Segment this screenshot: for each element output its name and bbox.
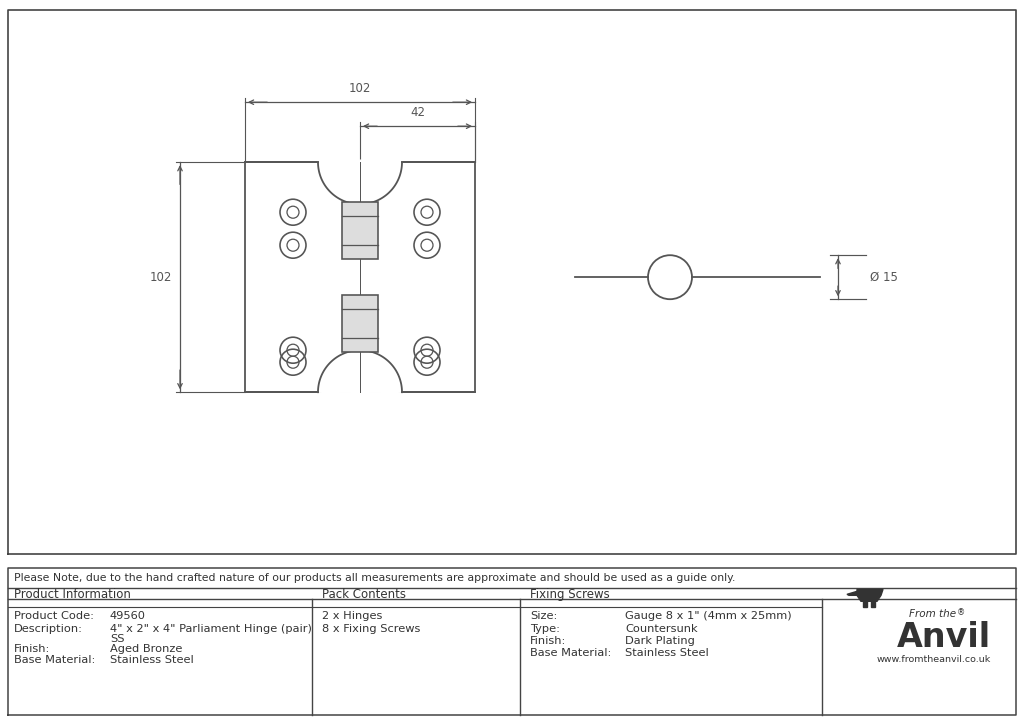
Bar	[342, 202, 378, 260]
Polygon shape	[857, 590, 883, 601]
Text: Please Note, due to the hand crafted nature of our products all measurements are: Please Note, due to the hand crafted nat…	[14, 573, 735, 583]
Text: 42: 42	[410, 106, 425, 119]
Text: Aged Bronze: Aged Bronze	[110, 644, 182, 654]
Text: Stainless Steel: Stainless Steel	[110, 655, 194, 665]
Polygon shape	[318, 160, 402, 204]
Polygon shape	[318, 350, 402, 394]
Text: 2 x Hinges: 2 x Hinges	[322, 611, 382, 621]
Text: SS: SS	[110, 634, 125, 644]
Text: 102: 102	[150, 271, 172, 284]
Text: Product Information: Product Information	[14, 588, 131, 601]
Polygon shape	[871, 601, 874, 608]
Text: Stainless Steel: Stainless Steel	[625, 648, 709, 658]
Text: Type:: Type:	[530, 624, 560, 634]
Text: Base Material:: Base Material:	[530, 648, 611, 658]
Text: Pack Contents: Pack Contents	[322, 588, 406, 601]
Text: 49560: 49560	[110, 611, 146, 621]
Text: Countersunk: Countersunk	[625, 624, 697, 634]
Text: 8 x Fixing Screws: 8 x Fixing Screws	[322, 624, 421, 634]
Text: Fixing Screws: Fixing Screws	[530, 588, 609, 601]
Polygon shape	[847, 591, 857, 595]
Text: www.fromtheanvil.co.uk: www.fromtheanvil.co.uk	[877, 655, 991, 664]
Bar	[245, 162, 475, 392]
Text: 4" x 2" x 4" Parliament Hinge (pair): 4" x 2" x 4" Parliament Hinge (pair)	[110, 624, 312, 634]
Text: Anvil: Anvil	[897, 620, 991, 654]
Text: Base Material:: Base Material:	[14, 655, 95, 665]
Text: Ø 15: Ø 15	[870, 271, 898, 284]
Text: Size:: Size:	[530, 611, 557, 621]
Text: Description:: Description:	[14, 624, 83, 634]
Polygon shape	[863, 601, 867, 608]
Text: From the: From the	[909, 609, 956, 619]
Text: 102: 102	[349, 82, 371, 95]
Text: Finish:: Finish:	[530, 636, 566, 646]
Text: Gauge 8 x 1" (4mm x 25mm): Gauge 8 x 1" (4mm x 25mm)	[625, 611, 792, 621]
Text: ®: ®	[957, 608, 966, 617]
Text: Finish:: Finish:	[14, 644, 50, 654]
Text: Product Code:: Product Code:	[14, 611, 94, 621]
Bar	[342, 296, 378, 352]
Text: Dark Plating: Dark Plating	[625, 636, 695, 646]
